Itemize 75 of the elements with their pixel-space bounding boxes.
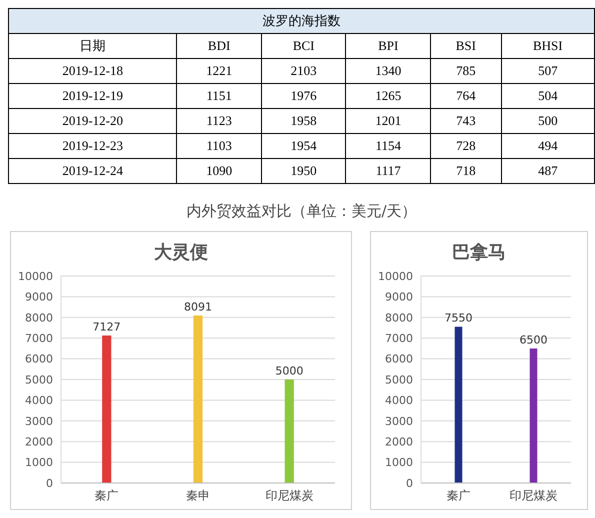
data-label: 1154 [346, 134, 431, 158]
data-label: 7550 [444, 312, 472, 325]
data-label: 500 [501, 108, 594, 134]
data-label: 1103 [176, 134, 262, 158]
y-tick-label: 9000 [385, 290, 413, 304]
y-tick-label: 3000 [385, 414, 413, 428]
data-label: 507 [501, 58, 594, 84]
data-label: 1123 [176, 108, 262, 134]
y-tick-label: 10000 [18, 270, 53, 283]
data-label: 785 [430, 58, 502, 84]
y-tick-label: 2019-12-18 [8, 58, 177, 84]
data-label: 5000 [275, 364, 304, 378]
data-label: 494 [501, 134, 594, 158]
chart-title: 大灵便 [153, 241, 209, 264]
data-label: 764 [430, 84, 502, 108]
data-label: 7127 [92, 320, 121, 334]
y-tick-label: 2019-12-20 [8, 108, 177, 134]
data-label: 1201 [346, 108, 431, 134]
y-tick-label: 8000 [385, 311, 413, 324]
y-tick-label: 9000 [25, 290, 53, 304]
x-tick-label: 秦广 [94, 488, 119, 503]
y-tick-label: 5000 [385, 373, 413, 386]
x-tick-label: BPI [346, 34, 431, 58]
y-tick-label: 4000 [25, 394, 53, 408]
x-tick-label: BSI [430, 34, 502, 58]
x-tick-label: 秦申 [186, 488, 210, 503]
y-tick-label: 2000 [385, 436, 413, 449]
data-label: 1090 [176, 158, 262, 184]
data-label: 1958 [261, 108, 346, 134]
data-label: 1265 [346, 84, 431, 108]
y-tick-label: 7000 [25, 332, 53, 346]
data-label: 718 [430, 158, 502, 184]
x-tick-label: 印尼煤炭 [510, 488, 558, 503]
data-label: 1340 [346, 58, 431, 84]
y-tick-label: 2019-12-24 [8, 158, 177, 184]
chart-title: 波罗的海指数 [8, 8, 594, 34]
y-tick-label: 10000 [378, 270, 413, 283]
y-tick-label: 3000 [25, 414, 53, 428]
data-label: 728 [430, 134, 502, 158]
x-tick-label: BDI [176, 34, 262, 58]
data-label: 487 [501, 158, 594, 184]
data-label: 1950 [261, 158, 346, 184]
y-tick-label: 7000 [385, 332, 413, 346]
y-tick-label: 0 [46, 476, 53, 490]
data-label: 743 [430, 108, 502, 134]
bar [102, 335, 112, 483]
data-label: 2103 [261, 58, 346, 84]
data-label: 1976 [261, 84, 346, 108]
x-tick-label: 印尼煤炭 [265, 488, 314, 503]
y-tick-label: 2019-12-19 [8, 84, 177, 108]
data-label: 1151 [176, 84, 262, 108]
y-tick-label: 8000 [25, 311, 53, 324]
y-tick-label: 2019-12-23 [8, 134, 177, 158]
bar [284, 380, 294, 483]
text: 内外贸效益对比（单位：美元/天） [185, 202, 418, 221]
x-tick-label: 秦广 [446, 488, 470, 503]
data-label: 6500 [520, 333, 548, 346]
data-label: 1221 [176, 58, 262, 84]
y-axis-title: 日期 [8, 34, 177, 58]
bar [193, 316, 203, 483]
y-tick-label: 6000 [25, 352, 53, 366]
x-tick-label: BCI [261, 34, 346, 58]
y-tick-label: 0 [406, 476, 413, 490]
data-label: 1954 [261, 134, 346, 158]
y-tick-label: 1000 [385, 456, 413, 470]
data-label: 8091 [184, 300, 212, 314]
y-tick-label: 6000 [385, 352, 413, 366]
x-tick-label: BHSI [501, 34, 594, 58]
y-tick-label: 1000 [25, 456, 53, 470]
data-label: 504 [501, 84, 594, 108]
y-tick-label: 5000 [25, 373, 53, 386]
y-tick-label: 2000 [25, 436, 53, 449]
data-label: 1117 [346, 158, 431, 184]
chart-title: 巴拿马 [451, 241, 507, 264]
y-tick-label: 4000 [385, 394, 413, 408]
